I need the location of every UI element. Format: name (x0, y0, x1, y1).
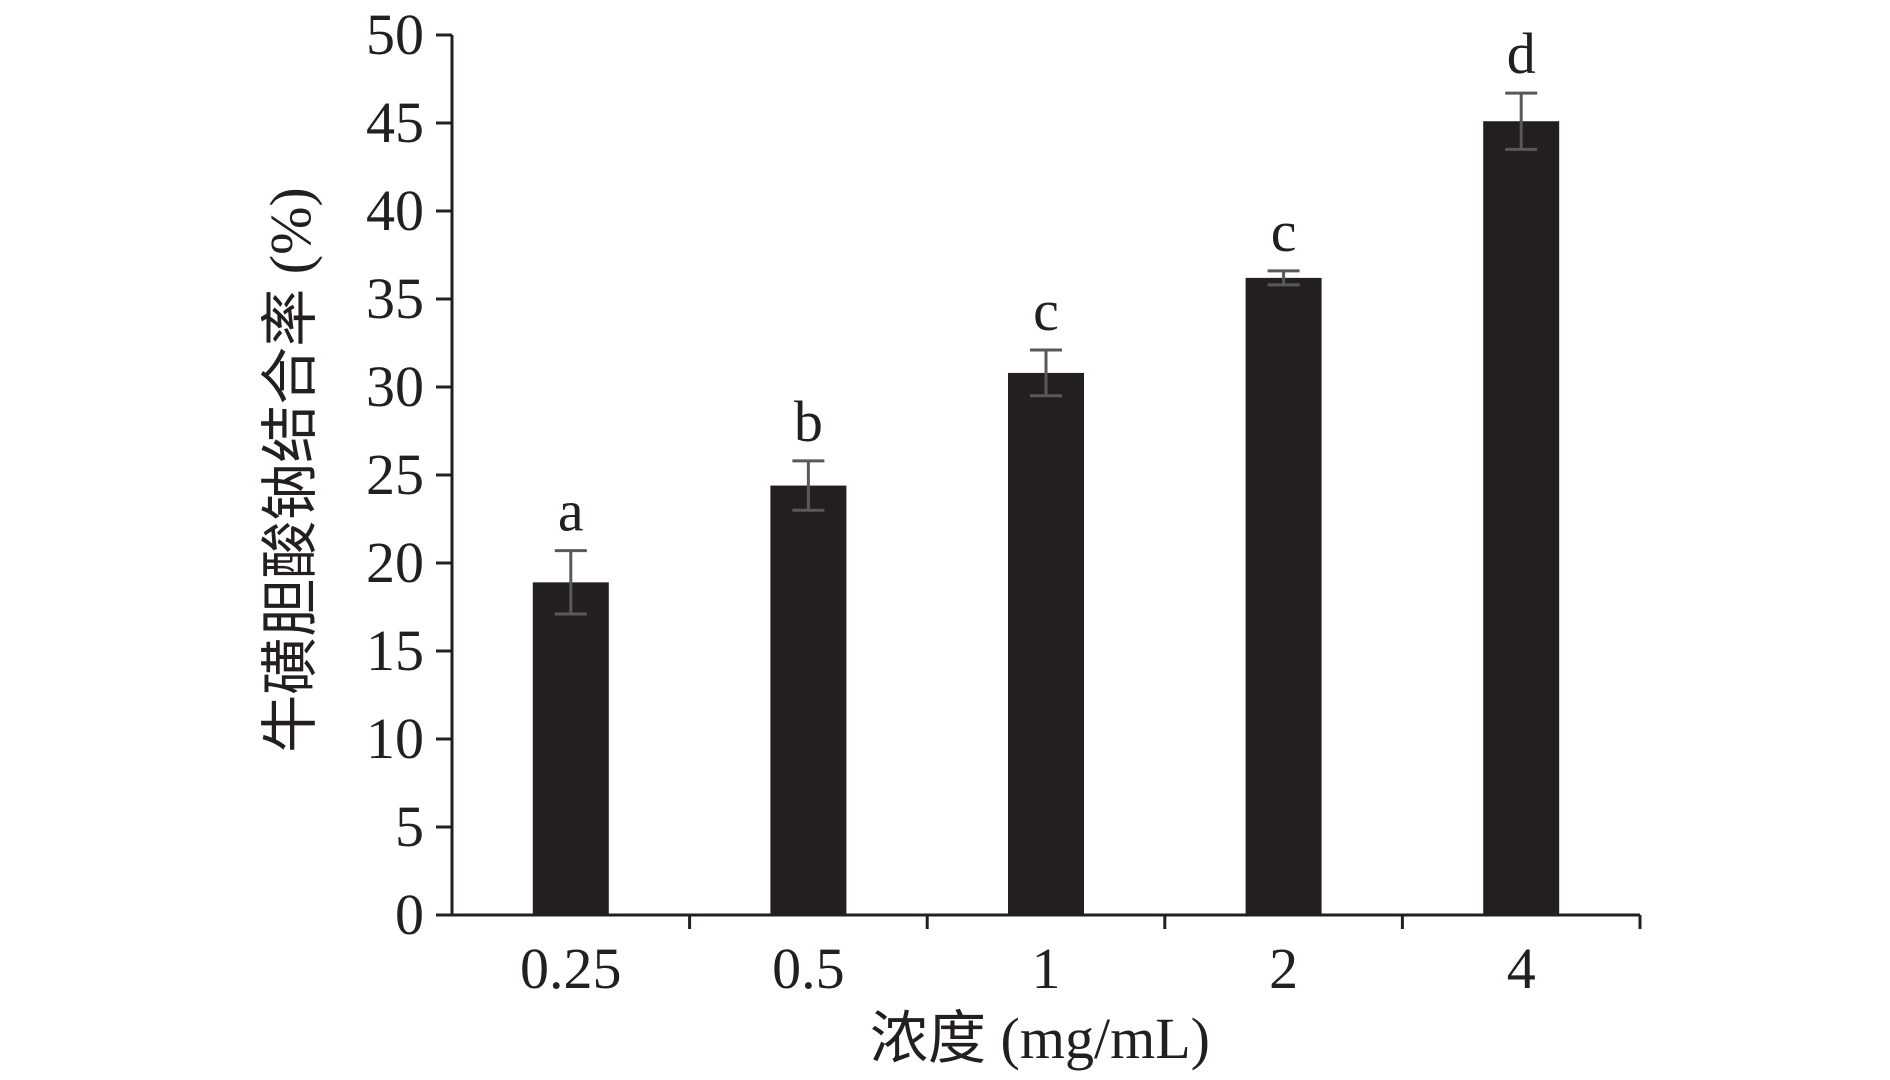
y-tick-label: 30 (366, 354, 424, 419)
significance-label: c (1033, 278, 1059, 343)
axes-layer: 0 5 10 15 20 25 30 35 40 45 50 (366, 2, 1642, 947)
bars-layer (532, 91, 1560, 916)
y-tick-label: 35 (366, 266, 424, 331)
significance-label: a (558, 479, 584, 544)
y-tick-label: 50 (366, 2, 424, 67)
bar (1483, 121, 1560, 916)
x-tick-label: 0.25 (520, 936, 622, 1001)
y-axis-title: 牛磺胆酸钠结合率 (%) (258, 187, 323, 752)
y-tick-label: 10 (366, 706, 424, 771)
y-tick-label: 25 (366, 442, 424, 507)
x-tick-label: 4 (1507, 936, 1536, 1001)
bar (1008, 372, 1084, 915)
y-tick-label: 45 (366, 90, 424, 155)
bar (1245, 277, 1322, 915)
significance-label: c (1271, 199, 1297, 264)
x-tick-label: 0.5 (772, 936, 845, 1001)
x-tick-label: 2 (1269, 936, 1298, 1001)
significance-label: b (794, 389, 823, 454)
bar (532, 582, 609, 915)
y-tick-label: 5 (395, 794, 424, 859)
y-tick-label: 20 (366, 530, 424, 595)
significance-label: d (1507, 21, 1536, 86)
x-axis-title: 浓度 (mg/mL) (870, 1006, 1210, 1071)
y-tick-label: 0 (395, 882, 424, 947)
bar (770, 485, 847, 915)
y-tick-label: 40 (366, 178, 424, 243)
y-tick-label: 15 (366, 618, 424, 683)
labels-layer: 0.25 a 0.5 b 1 c 2 c 4 d (520, 21, 1536, 1001)
x-tick-label: 1 (1032, 936, 1061, 1001)
